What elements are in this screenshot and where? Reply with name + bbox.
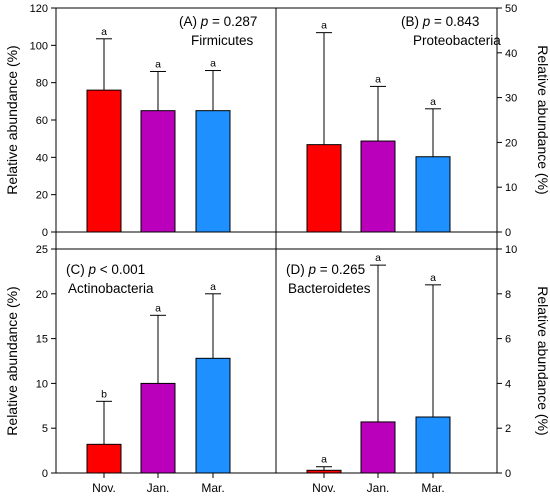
bar-mar: [195, 357, 231, 474]
panel-a: 0 20 40 60 80 100 120 Relative abundance (%) a a a…: [4, 3, 257, 239]
panel-b: 0 10 20 30 40 50 Relative abundance (%) a a a (B) …: [306, 3, 550, 239]
bar-mar: [195, 110, 231, 233]
x-category-label: Jan.: [367, 481, 390, 495]
y-tick-label: 40: [36, 152, 48, 164]
bar-nov: [86, 443, 122, 474]
y-tick-label: 6: [505, 334, 511, 346]
bar-jan: [140, 382, 176, 474]
significance-letter: a: [321, 20, 327, 32]
y-tick-label: 50: [505, 3, 517, 15]
panel-taxon-name: Firmicutes: [191, 33, 254, 48]
y-tick-label: 60: [36, 115, 48, 127]
panel-title-stat: (B) p = 0.843: [401, 14, 479, 29]
y-tick-label: 20: [505, 137, 517, 149]
y-tick-label: 8: [505, 289, 511, 301]
y-tick-label: 80: [36, 78, 48, 90]
y-tick-label: 10: [505, 182, 517, 194]
y-tick-label: 0: [42, 468, 48, 480]
significance-letter: a: [210, 281, 216, 293]
y-tick-label: 0: [505, 227, 511, 239]
y-tick-label: 2: [505, 423, 511, 435]
x-category-label: Nov.: [312, 481, 336, 495]
significance-letter: a: [430, 272, 436, 284]
significance-letter: a: [375, 73, 381, 85]
y-tick-label: 4: [505, 378, 511, 390]
y-tick-label: 10: [36, 378, 48, 390]
y-tick-label: 40: [505, 48, 517, 60]
bar-mar: [415, 416, 451, 474]
bar-mar: [415, 156, 451, 233]
panel-d: 0 2 4 6 8 10 Relative abundance (%) a Nov. a Jan. a…: [286, 244, 550, 495]
y-axis-label: Relative abundance (%): [4, 45, 20, 194]
significance-letter: a: [375, 252, 381, 264]
significance-letter: a: [155, 302, 161, 314]
bar-jan: [360, 421, 396, 474]
y-axis-label: Relative abundance (%): [535, 45, 550, 194]
bar-jan: [140, 110, 176, 233]
y-tick-label: 10: [505, 244, 517, 256]
y-tick-label: 0: [505, 468, 511, 480]
x-category-label: Nov.: [92, 481, 116, 495]
y-tick-label: 100: [30, 40, 48, 52]
bar-nov: [306, 469, 342, 474]
bar-nov: [306, 144, 342, 233]
significance-letter: b: [101, 388, 107, 400]
significance-letter: a: [210, 58, 216, 70]
y-tick-label: 20: [36, 289, 48, 301]
y-tick-label: 25: [36, 244, 48, 256]
panel-taxon-name: Bacteroidetes: [288, 281, 371, 296]
y-tick-label: 15: [36, 334, 48, 346]
y-tick-label: 20: [36, 190, 48, 202]
y-tick-label: 120: [30, 3, 48, 15]
panel-title-stat: (A) p = 0.287: [179, 14, 257, 29]
y-tick-label: 5: [42, 423, 48, 435]
y-axis-label: Relative abundance (%): [535, 286, 550, 435]
significance-letter: a: [155, 58, 161, 70]
panel-title-stat: (D) p = 0.265: [286, 262, 365, 277]
panel-c: 0 5 10 15 20 25 Relative abundance (%) b Nov. a Ja…: [4, 244, 231, 495]
x-category-label: Mar.: [201, 481, 224, 495]
bar-nov: [86, 89, 122, 233]
y-tick-label: 30: [505, 93, 517, 105]
panel-taxon-name: Proteobacteria: [413, 33, 501, 48]
panel-title-stat: (C) p < 0.001: [66, 262, 145, 277]
bar-jan: [360, 140, 396, 233]
y-axis-label: Relative abundance (%): [4, 286, 20, 435]
significance-letter: a: [321, 454, 327, 466]
y-tick-label: 0: [42, 227, 48, 239]
significance-letter: a: [101, 26, 107, 38]
x-category-label: Mar.: [421, 481, 444, 495]
x-category-label: Jan.: [147, 481, 170, 495]
significance-letter: a: [430, 96, 436, 108]
panel-taxon-name: Actinobacteria: [68, 281, 154, 296]
